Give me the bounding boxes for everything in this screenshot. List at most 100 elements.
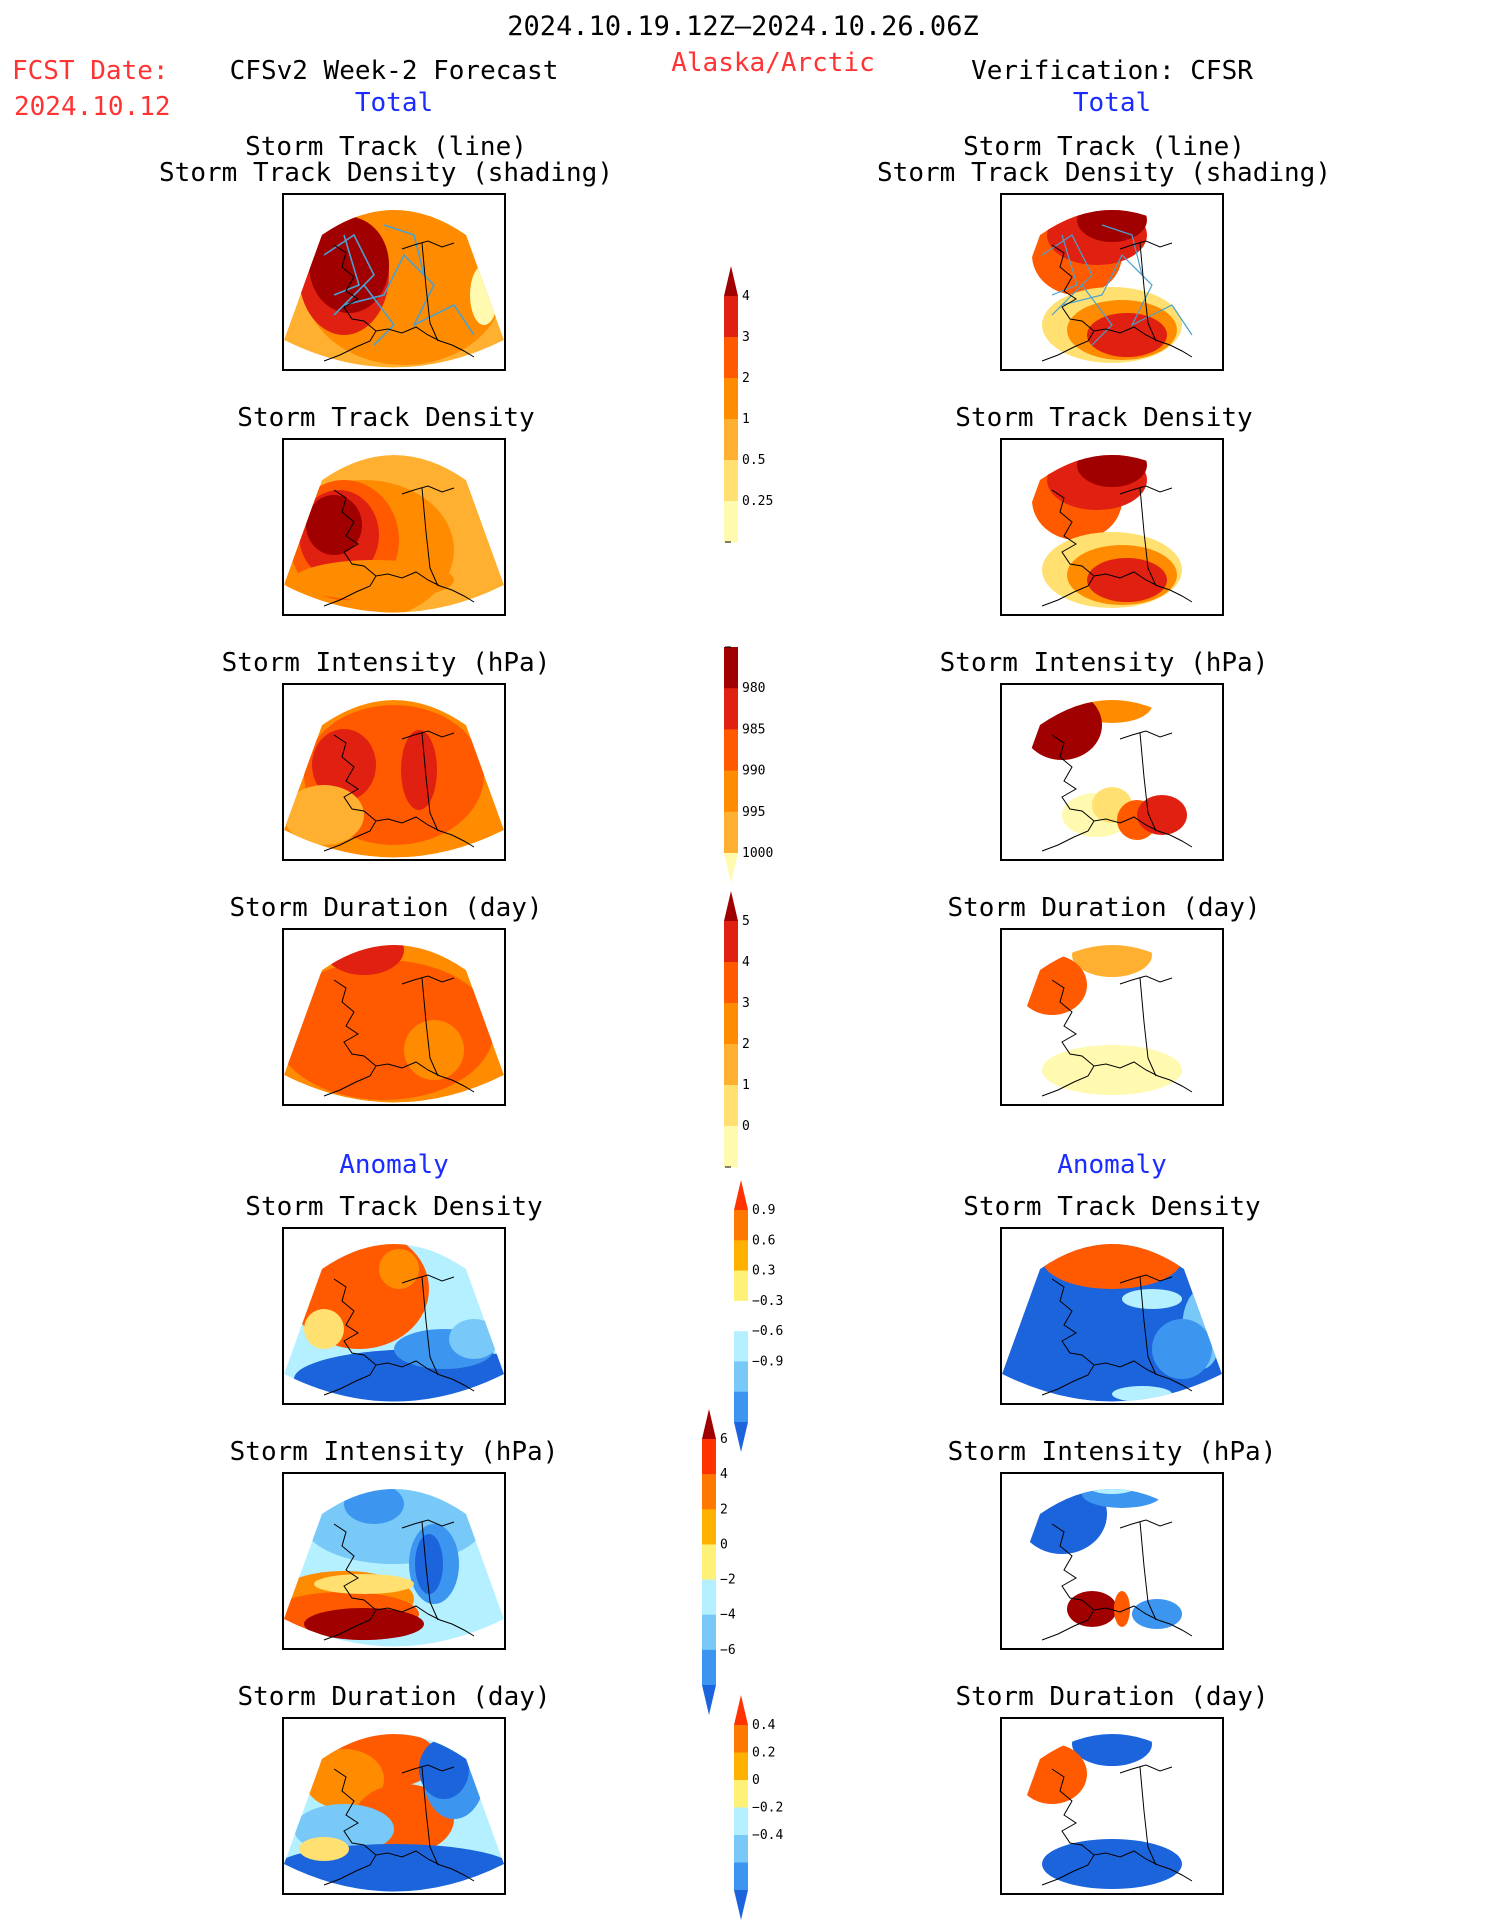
colorbar-segment bbox=[702, 1579, 716, 1616]
right-track-shading-title: Storm Track Density (shading) bbox=[877, 158, 1331, 188]
colorbar-tick-label: 0 bbox=[742, 1119, 750, 1134]
coastline bbox=[1041, 485, 1193, 607]
border-line bbox=[421, 487, 439, 587]
map-shading bbox=[1042, 1244, 1182, 1289]
colorbar-tick-label: 6 bbox=[720, 1432, 728, 1447]
right-track-density-map bbox=[1000, 193, 1224, 371]
map-shading bbox=[470, 265, 498, 325]
map-shading bbox=[1017, 955, 1087, 1015]
right-anom-density-title: Storm Track Density bbox=[963, 1192, 1261, 1222]
colorbar-segment bbox=[702, 1544, 716, 1581]
map-shading bbox=[306, 495, 362, 555]
map-shading bbox=[401, 730, 437, 810]
border-line bbox=[421, 1521, 439, 1621]
map-shading bbox=[419, 1739, 469, 1799]
coastline bbox=[1041, 1274, 1193, 1396]
region-title: Alaska/Arctic bbox=[671, 48, 875, 78]
colorbar-segment bbox=[734, 1835, 748, 1863]
left-intensity-map bbox=[282, 683, 506, 861]
colorbar-tick-label: 0 bbox=[752, 1773, 760, 1788]
border-line bbox=[1139, 1276, 1157, 1376]
colorbar-segment bbox=[724, 1003, 738, 1045]
colorbar-segment bbox=[702, 1614, 716, 1651]
colorbar-segment bbox=[734, 1300, 748, 1332]
map-shading bbox=[284, 960, 494, 1100]
colorbar-arrow-up bbox=[734, 1695, 748, 1725]
colorbar-segment bbox=[724, 1126, 738, 1168]
right-track-line-title: Storm Track (line) bbox=[963, 132, 1245, 162]
border-line bbox=[421, 732, 439, 832]
colorbar-segment bbox=[734, 1725, 748, 1753]
map-shading bbox=[1042, 1839, 1182, 1889]
colorbar-tick-label: 5 bbox=[742, 914, 750, 929]
colorbar-segment bbox=[734, 1331, 748, 1362]
right-anom-duration-title: Storm Duration (day) bbox=[955, 1682, 1269, 1712]
coastline bbox=[1041, 975, 1193, 1097]
colorbar-tick-label: −0.9 bbox=[752, 1354, 783, 1369]
left-anomaly-label: Anomaly bbox=[339, 1150, 449, 1180]
colorbar-segment bbox=[724, 729, 738, 772]
coastline bbox=[1041, 730, 1193, 852]
colorbar-tick-label: 4 bbox=[742, 289, 750, 304]
coastline bbox=[323, 1764, 475, 1886]
colorbar-segment bbox=[724, 770, 738, 813]
colorbar-segment bbox=[724, 962, 738, 1004]
colorbar-tick-label: −0.3 bbox=[752, 1294, 783, 1309]
border-line bbox=[1139, 487, 1157, 587]
colorbar-tick-label: −0.6 bbox=[752, 1324, 783, 1339]
left-duration-title: Storm Duration (day) bbox=[229, 893, 543, 923]
border-line bbox=[1139, 977, 1157, 1077]
colorbar-tick-label: −0.2 bbox=[752, 1801, 783, 1816]
map-shading bbox=[1132, 1599, 1182, 1629]
coastline bbox=[323, 240, 475, 362]
colorbar-segment bbox=[734, 1752, 748, 1781]
map-shading bbox=[312, 729, 376, 801]
colorbar-arrow-down bbox=[734, 1890, 748, 1920]
colorbar-segment bbox=[734, 1270, 748, 1302]
map-shading bbox=[1082, 1489, 1162, 1508]
map-shading bbox=[404, 1020, 464, 1080]
border-line bbox=[421, 1766, 439, 1866]
fcst-label: FCST Date: bbox=[12, 56, 169, 86]
right-duration-title: Storm Duration (day) bbox=[947, 893, 1261, 923]
map-shading bbox=[449, 1319, 499, 1359]
right-anom-intensity-title: Storm Intensity (hPa) bbox=[947, 1437, 1277, 1467]
map-shading bbox=[299, 1837, 349, 1861]
colorbar-tick-label: 4 bbox=[720, 1467, 728, 1482]
colorbar-tick-label: −2 bbox=[720, 1573, 736, 1588]
colorbar-tick-label: 0.6 bbox=[752, 1233, 775, 1248]
left-intensity-title: Storm Intensity (hPa) bbox=[221, 648, 551, 678]
right-intensity-title: Storm Intensity (hPa) bbox=[939, 648, 1269, 678]
map-shading bbox=[1122, 1289, 1182, 1309]
map-shading bbox=[344, 1489, 404, 1524]
colorbar-segment bbox=[702, 1509, 716, 1545]
map-shading bbox=[1087, 313, 1167, 357]
colorbar-tick-label: 1000 bbox=[742, 846, 773, 861]
colorbar-segment bbox=[734, 1361, 748, 1393]
border-line bbox=[421, 242, 439, 342]
colorbar-tick-label: 0.5 bbox=[742, 453, 765, 468]
colorbar-tick-label: 3 bbox=[742, 330, 750, 345]
colorbar-tick-label: 985 bbox=[742, 722, 765, 737]
colorbar-tick-label: 2 bbox=[720, 1502, 728, 1517]
border-line bbox=[421, 1276, 439, 1376]
map-shading bbox=[415, 1534, 443, 1594]
colorbar-segment bbox=[724, 647, 738, 689]
coastline bbox=[1041, 240, 1193, 362]
colorbar-segment bbox=[702, 1474, 716, 1510]
coastline bbox=[323, 730, 475, 852]
storm-track-lines bbox=[1041, 224, 1193, 346]
map-shading bbox=[1152, 1319, 1212, 1379]
coastline bbox=[1041, 1764, 1193, 1886]
coastline bbox=[323, 975, 475, 1097]
colorbar-segment bbox=[734, 1780, 748, 1808]
map-shading bbox=[304, 1309, 344, 1349]
colorbar-segment bbox=[724, 1085, 738, 1127]
colorbar-segment bbox=[724, 811, 738, 854]
colorbar-tick-label: 1 bbox=[742, 412, 750, 427]
map-shading bbox=[1114, 1591, 1130, 1627]
colorbar-segment bbox=[734, 1862, 748, 1891]
colorbar-tick-label: 0 bbox=[720, 1537, 728, 1552]
border-line bbox=[1139, 1521, 1157, 1621]
left-anom-duration-map bbox=[282, 1717, 506, 1895]
